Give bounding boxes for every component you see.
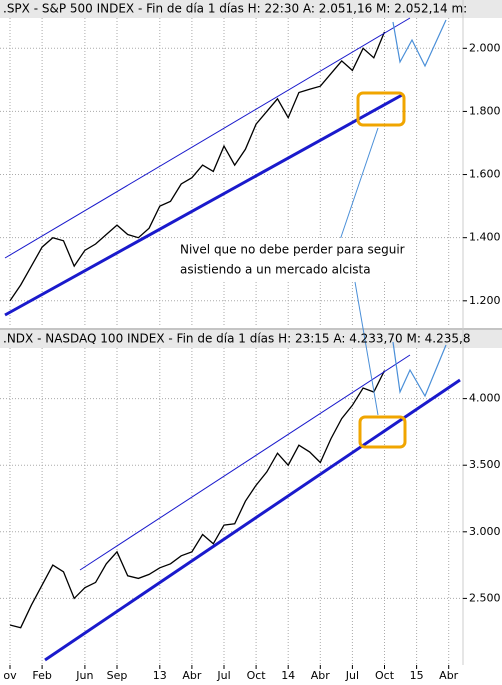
price-line [9,31,386,302]
x-tick-label: Abr [311,669,331,682]
x-tick-label: Oct [375,669,395,682]
channel-line [44,378,461,662]
channel-line [4,17,411,259]
pointer-line [339,127,379,241]
x-tick-label: 15 [410,669,424,682]
y-tick-label: 1.800 [469,104,501,117]
chart-title: .SPX - S&P 500 INDEX - Fin de día 1 días… [3,2,467,16]
x-tick-label: Sep [107,669,128,682]
chart-title: .NDX - NASDAQ 100 INDEX - Fin de día 1 d… [3,332,470,346]
y-tick-label: 1.600 [469,168,501,181]
projection-arrow [392,19,447,68]
channel-line [4,93,403,317]
highlight-box [356,91,406,127]
x-tick-label: Jun [75,669,93,682]
price-line [9,370,386,629]
annotation-bg [176,238,394,280]
x-tick-label: 14 [281,669,295,682]
y-tick-label: 2.000 [469,41,501,54]
x-tick-label: Feb [32,669,51,682]
x-tick-label: Jul [345,669,359,682]
channel-line [79,354,411,571]
pointer-line [354,281,379,416]
header-bar [0,0,502,18]
annotation: Nivel que no debe perder para seguir [180,243,405,257]
plot: 1.200 1.400 1.600 1.800 2.000 2.500 3.000 3.500… [0,18,501,682]
y-tick-label: 1.200 [469,294,501,307]
y-tick-label: 2.500 [469,591,501,604]
highlight-box [358,415,407,449]
x-tick-label: 13 [153,669,167,682]
projection-arrow [392,341,447,398]
x-tick-label: Abr [439,669,459,682]
header-bar [0,330,502,348]
x-tick-label: Oct [247,669,267,682]
y-tick-label: 3.000 [469,525,501,538]
x-tick-label: ov [3,669,17,682]
y-tick-label: 4.000 [469,392,501,405]
y-tick-label: 1.400 [469,231,501,244]
y-tick-label: 3.500 [469,458,501,471]
x-tick-label: Abr [182,669,202,682]
annotation: asistiendo a un mercado alcista [180,263,371,277]
x-tick-label: Jul [216,669,230,682]
